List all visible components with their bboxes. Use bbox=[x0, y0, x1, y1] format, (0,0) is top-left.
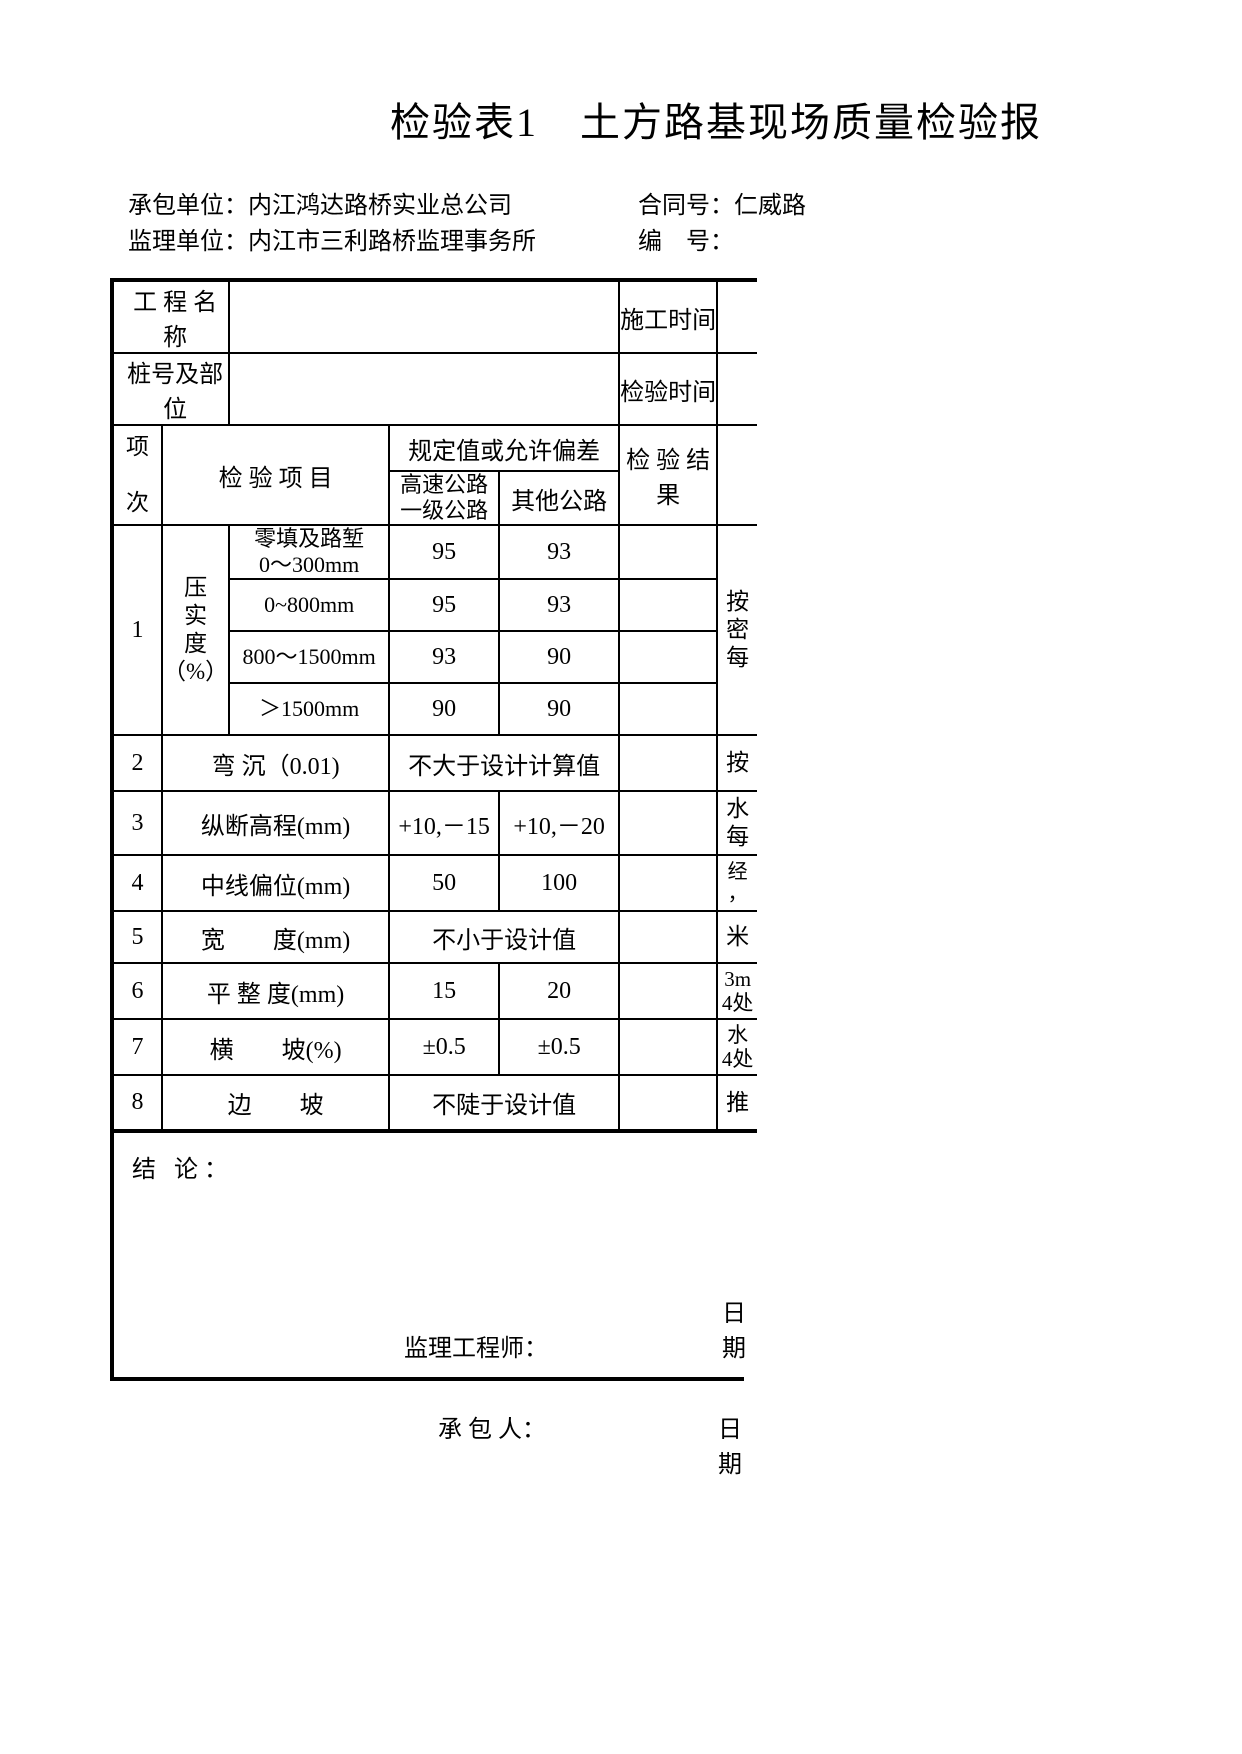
meta-block: 承包单位：内江鸿达路桥实业总公司 合同号：仁威路 监理单位：内江市三利路桥监理事… bbox=[128, 188, 1242, 260]
inspection-table: 工 程 名 称 施工时间 桩号及部位 检验时间 项次 检 验 项 目 规定值或允… bbox=[110, 278, 757, 1133]
stake-label: 桩号及部位 bbox=[112, 353, 229, 425]
conclusion-box: 结 论： 监理工程师： 日期 bbox=[110, 1133, 744, 1381]
row6-idx: 6 bbox=[112, 963, 162, 1019]
project-name-value bbox=[229, 280, 619, 353]
row3-vb: +10,－20 bbox=[499, 791, 619, 855]
row5-note: 米 bbox=[717, 911, 757, 963]
construct-time-value bbox=[717, 280, 757, 353]
row1-res3 bbox=[619, 631, 717, 683]
row6-note: 3m4处 bbox=[717, 963, 757, 1019]
row4-vb: 100 bbox=[499, 855, 619, 911]
col-spec-header: 规定值或允许偏差 bbox=[389, 425, 619, 471]
row3-item: 纵断高程(mm) bbox=[162, 791, 389, 855]
spec-col2-header: 其他公路 bbox=[499, 471, 619, 525]
conclusion-label: 结 论： bbox=[132, 1149, 234, 1184]
lower-signature-row: 承 包 人： 日期 bbox=[110, 1381, 744, 1441]
row6-vb: 20 bbox=[499, 963, 619, 1019]
row1-sub3: 800～1500mm bbox=[229, 631, 389, 683]
row7-note: 水4处 bbox=[717, 1019, 757, 1075]
date-label-1: 日期 bbox=[722, 1293, 746, 1363]
row5-res bbox=[619, 911, 717, 963]
row3-idx: 3 bbox=[112, 791, 162, 855]
row6-item: 平 整 度(mm) bbox=[162, 963, 389, 1019]
row6-res bbox=[619, 963, 717, 1019]
row1-v3a: 93 bbox=[389, 631, 499, 683]
row2-idx: 2 bbox=[112, 735, 162, 791]
row8-spec: 不陡于设计值 bbox=[389, 1075, 619, 1131]
row1-v4a: 90 bbox=[389, 683, 499, 735]
contractor-sig-label: 承 包 人： bbox=[438, 1409, 546, 1444]
row2-item: 弯 沉（0.01) bbox=[162, 735, 389, 791]
row5-spec: 不小于设计值 bbox=[389, 911, 619, 963]
row6-va: 15 bbox=[389, 963, 499, 1019]
row1-res1 bbox=[619, 525, 717, 579]
row4-res bbox=[619, 855, 717, 911]
row5-item: 宽 度(mm) bbox=[162, 911, 389, 963]
row4-idx: 4 bbox=[112, 855, 162, 911]
row2-note: 按 bbox=[717, 735, 757, 791]
contract-no-label: 合同号： bbox=[638, 193, 734, 219]
row8-res bbox=[619, 1075, 717, 1131]
row4-item: 中线偏位(mm) bbox=[162, 855, 389, 911]
row7-res bbox=[619, 1019, 717, 1075]
col-idx-header: 项次 bbox=[112, 425, 162, 525]
supervisor-engineer-label: 监理工程师： bbox=[404, 1328, 548, 1363]
project-name-label: 工 程 名 称 bbox=[112, 280, 229, 353]
row7-idx: 7 bbox=[112, 1019, 162, 1075]
row1-v3b: 90 bbox=[499, 631, 619, 683]
col-item-header: 检 验 项 目 bbox=[162, 425, 389, 525]
row1-note: 按密每 bbox=[717, 525, 757, 735]
col-note-header bbox=[717, 425, 757, 525]
row1-idx: 1 bbox=[112, 525, 162, 735]
row1-sub2: 0~800mm bbox=[229, 579, 389, 631]
contractor-value: 内江鸿达路桥实业总公司 bbox=[248, 193, 512, 219]
serial-label: 编 号： bbox=[638, 229, 734, 255]
row5-idx: 5 bbox=[112, 911, 162, 963]
page-title: 检验表1 土方路基现场质量检验报 bbox=[110, 90, 1242, 148]
row3-note: 水每 bbox=[717, 791, 757, 855]
row1-sub1: 零填及路堑0～300mm bbox=[229, 525, 389, 579]
date-label-2: 日期 bbox=[718, 1409, 744, 1479]
row7-item: 横 坡(%) bbox=[162, 1019, 389, 1075]
row1-res2 bbox=[619, 579, 717, 631]
supervisor-label: 监理单位： bbox=[128, 229, 248, 255]
row1-group-label: 压实度（%） bbox=[162, 525, 229, 735]
inspect-time-label: 检验时间 bbox=[619, 353, 717, 425]
row8-idx: 8 bbox=[112, 1075, 162, 1131]
row1-v2a: 95 bbox=[389, 579, 499, 631]
document-page: 检验表1 土方路基现场质量检验报 承包单位：内江鸿达路桥实业总公司 合同号：仁威… bbox=[0, 0, 1242, 1441]
row1-v1b: 93 bbox=[499, 525, 619, 579]
row4-va: 50 bbox=[389, 855, 499, 911]
supervisor-value: 内江市三利路桥监理事务所 bbox=[248, 229, 536, 255]
row3-va: +10,－15 bbox=[389, 791, 499, 855]
contract-no-value: 仁威路 bbox=[734, 193, 806, 219]
row2-spec: 不大于设计计算值 bbox=[389, 735, 619, 791]
row3-res bbox=[619, 791, 717, 855]
row1-v1a: 95 bbox=[389, 525, 499, 579]
row1-v2b: 93 bbox=[499, 579, 619, 631]
row4-note: 经， bbox=[717, 855, 757, 911]
row1-v4b: 90 bbox=[499, 683, 619, 735]
row7-va: ±0.5 bbox=[389, 1019, 499, 1075]
construct-time-label: 施工时间 bbox=[619, 280, 717, 353]
contractor-label: 承包单位： bbox=[128, 193, 248, 219]
row8-note: 推 bbox=[717, 1075, 757, 1131]
row1-sub4: ＞1500mm bbox=[229, 683, 389, 735]
inspect-time-value bbox=[717, 353, 757, 425]
row7-vb: ±0.5 bbox=[499, 1019, 619, 1075]
row2-res bbox=[619, 735, 717, 791]
row8-item: 边 坡 bbox=[162, 1075, 389, 1131]
col-result-header: 检 验 结 果 bbox=[619, 425, 717, 525]
stake-value bbox=[229, 353, 619, 425]
row1-res4 bbox=[619, 683, 717, 735]
spec-col1-header: 高速公路一级公路 bbox=[389, 471, 499, 525]
